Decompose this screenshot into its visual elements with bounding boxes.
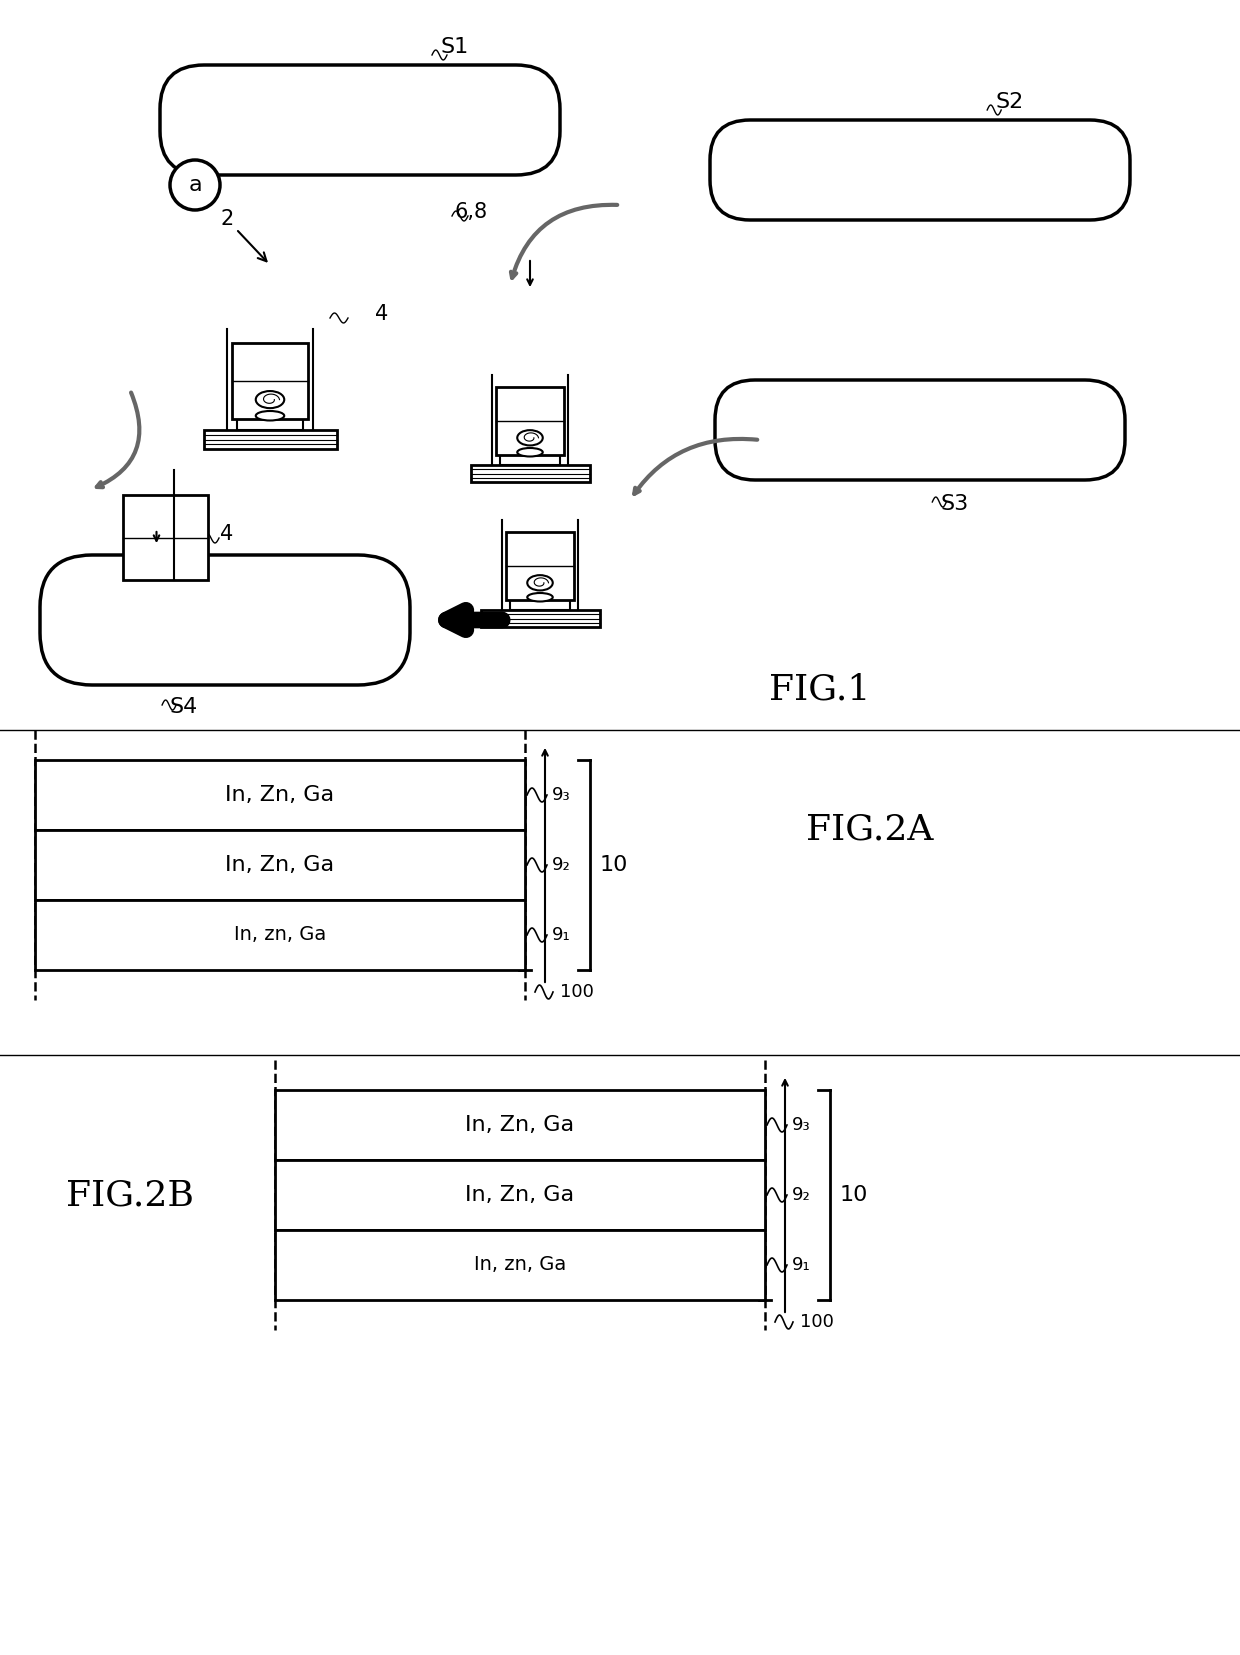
Text: 6,8: 6,8 [455,202,489,222]
Text: S4: S4 [170,697,197,717]
Bar [35,831,525,900]
Bar [35,900,525,970]
FancyBboxPatch shape [711,121,1130,220]
Text: 9₁: 9₁ [552,927,570,943]
Text: In, Zn, Ga: In, Zn, Ga [226,784,335,804]
Bar [500,455,559,465]
Bar [35,760,525,831]
Text: a: a [188,175,202,195]
FancyBboxPatch shape [40,554,410,685]
Text: 9₂: 9₂ [552,856,570,874]
Bar [275,1091,765,1160]
Text: 4: 4 [374,305,388,324]
Bar [123,495,207,579]
Text: In, Zn, Ga: In, Zn, Ga [465,1115,574,1135]
Ellipse shape [517,430,543,445]
Ellipse shape [527,592,553,601]
Text: 100: 100 [560,983,594,1001]
Text: S3: S3 [940,493,968,515]
Bar [510,599,569,611]
Text: FIG.1: FIG.1 [769,674,870,707]
Ellipse shape [255,391,284,409]
Text: In, Zn, Ga: In, Zn, Ga [465,1185,574,1205]
Bar [203,430,336,449]
Text: 9₂: 9₂ [792,1187,811,1203]
Text: S1: S1 [440,36,469,56]
Bar [237,419,304,430]
Text: 9₃: 9₃ [792,1115,811,1134]
Text: FIG.2A: FIG.2A [806,813,934,847]
Bar [506,531,574,599]
Ellipse shape [517,449,543,457]
Text: 9₁: 9₁ [792,1256,811,1274]
Bar [275,1160,765,1230]
Text: In, Zn, Ga: In, Zn, Ga [226,856,335,875]
Circle shape [170,161,219,210]
Text: 100: 100 [800,1312,833,1331]
Bar [496,387,564,455]
Text: 2: 2 [219,209,267,261]
Bar [470,465,589,482]
FancyBboxPatch shape [715,381,1125,480]
Text: S2: S2 [996,93,1024,113]
Bar [275,1230,765,1299]
Text: 10: 10 [600,856,629,875]
Text: 9₃: 9₃ [552,786,570,804]
Text: In, zn, Ga: In, zn, Ga [474,1256,567,1274]
Bar [481,611,599,627]
Ellipse shape [527,576,553,591]
Text: 10: 10 [839,1185,868,1205]
FancyBboxPatch shape [160,65,560,175]
Bar [232,343,308,419]
Text: FIG.2B: FIG.2B [66,1178,193,1211]
Ellipse shape [255,410,284,420]
Text: In, zn, Ga: In, zn, Ga [234,925,326,945]
Text: 4: 4 [219,525,233,544]
